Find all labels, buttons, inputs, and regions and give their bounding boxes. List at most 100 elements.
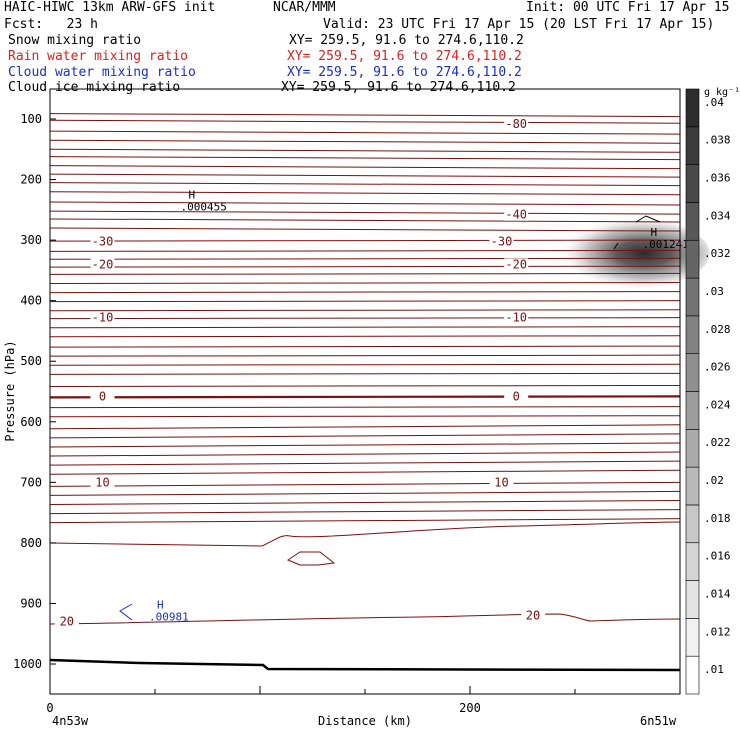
temp-contour-26 — [49, 345, 681, 348]
contour-label: 10 — [95, 475, 109, 489]
temp-contour-34 — [49, 424, 681, 430]
colorbar-swatch — [685, 655, 700, 695]
temp-contour-36 — [49, 442, 681, 448]
temp-contour-0 — [49, 113, 681, 118]
colorbar-swatch — [685, 164, 700, 203]
maximum-marker: H — [157, 599, 164, 612]
field-name-cloud-water: Cloud water mixing ratio — [8, 65, 196, 80]
contour-label: 10 — [494, 475, 508, 489]
temp-contour-41 — [49, 490, 681, 496]
contour-label: 0 — [513, 389, 520, 403]
colorbar-tick-label: .04 — [704, 96, 724, 109]
temp-contour-5 — [49, 156, 681, 161]
maximum-marker: H — [189, 189, 196, 202]
contour-label: -20 — [505, 257, 527, 271]
contour-label: -40 — [505, 208, 527, 222]
temp-contour-31 — [49, 395, 681, 399]
contour-label-bg — [54, 615, 79, 628]
temp-contour-7 — [49, 173, 681, 178]
colorbar-tick-label: .028 — [704, 323, 731, 336]
y-tick-label: 1000 — [13, 657, 42, 671]
y-tick-label: 500 — [20, 354, 42, 368]
temp-contour-920 — [49, 613, 681, 625]
temp-contour-19 — [49, 282, 681, 284]
contour-label-bg — [90, 390, 115, 403]
temp-contour-24 — [49, 326, 681, 329]
colorbar-tick-label: .02 — [704, 474, 724, 487]
y-tick-label: 600 — [20, 415, 42, 429]
colorbar-unit: g kg⁻¹ — [704, 87, 740, 98]
contour-label: -10 — [92, 311, 114, 325]
y-tick-label: 200 — [20, 173, 42, 187]
y-tick-label: 700 — [20, 475, 42, 489]
temp-contour-40 — [49, 481, 681, 487]
x-axis-label: Distance (km) — [318, 714, 412, 728]
colorbar-swatch — [685, 542, 700, 581]
temp-contour-11 — [49, 210, 681, 215]
temp-contour-6 — [49, 165, 681, 170]
valid-time: Valid: 23 UTC Fri 17 Apr 15 (20 LST Fri … — [323, 17, 715, 32]
field-name-cloud-ice: Cloud ice mixing ratio — [8, 80, 181, 95]
temp-contour-15 — [49, 249, 681, 252]
colorbar-swatch — [685, 391, 700, 430]
forecast-hour: Fcst: 23 h — [4, 17, 98, 32]
maximum-value: .001241 — [643, 238, 689, 251]
field-xy-rain: XY= 259.5, 91.6 to 274.6,110.2 — [287, 49, 522, 64]
temp-contour-18 — [49, 272, 681, 275]
temp-contour-20 — [49, 291, 681, 294]
colorbar-tick-label: .018 — [704, 512, 731, 525]
colorbar-swatch — [685, 353, 700, 392]
temp-contour-10 — [49, 201, 681, 206]
snow-contour — [635, 215, 661, 223]
ice-shading-layer — [545, 217, 710, 290]
temp-contour-4 — [49, 148, 681, 153]
contour-label-bg — [90, 311, 115, 324]
colorbar-tick-label: .036 — [704, 172, 731, 185]
temp-contour-30 — [49, 384, 681, 387]
temp-contour-2 — [49, 130, 681, 135]
temp-contour-29 — [49, 372, 681, 375]
colorbar-tick-label: .032 — [704, 247, 731, 260]
plot-frame — [49, 88, 681, 695]
colorbar-tick-label: .022 — [704, 436, 731, 449]
contour-label-bg — [489, 235, 514, 248]
colorbar-tick-label: .01 — [704, 663, 724, 676]
temp-contour-28 — [49, 363, 681, 366]
temp-contour-37 — [49, 451, 681, 457]
temp-contour-9 — [49, 191, 681, 196]
temp-contour-12 — [49, 218, 681, 223]
contour-label: -10 — [505, 311, 527, 325]
colorbar-tick-label: .03 — [704, 285, 724, 298]
temp-contour-8 — [49, 182, 681, 187]
y-tick-label: 400 — [20, 294, 42, 308]
contour-label-bg — [90, 235, 115, 248]
colorbar-swatch — [685, 429, 700, 468]
contour-label: 20 — [526, 609, 540, 623]
endpoint-left-label: 4n53w — [52, 714, 89, 728]
colorbar-tick-label: .016 — [704, 550, 731, 563]
endpoint-right-label: 6n51w — [640, 714, 677, 728]
temp-contour-17 — [49, 265, 681, 268]
init-time: Init: 00 UTC Fri 17 Apr 15 — [526, 0, 730, 15]
temp-contour-33 — [49, 415, 681, 418]
temp-contour-43 — [49, 509, 681, 515]
contour-label-bg — [504, 311, 529, 324]
x-tick-label: 200 — [459, 701, 481, 715]
colorbar-swatch — [685, 580, 700, 619]
y-tick-label: 900 — [20, 596, 42, 610]
organization: NCAR/MMM — [273, 0, 336, 15]
temp-contour-13 — [49, 227, 681, 232]
temp-contour-1 — [49, 119, 681, 124]
temp-contour-780 — [49, 521, 681, 547]
maximum-marker: H — [651, 226, 658, 239]
colorbar-swatch — [685, 239, 700, 279]
colorbar-tick-label: .034 — [704, 209, 731, 222]
colorbar: .01 .012 .014 .016 .018 .02 .022 .024 .026 .028 .0… — [685, 87, 740, 695]
contour-label-bg — [90, 258, 115, 271]
contour-label: 0 — [99, 389, 106, 403]
colorbar-swatch — [685, 618, 700, 657]
cloud-water-contour — [119, 603, 133, 621]
colorbar-tick-label: .012 — [704, 625, 731, 638]
colorbar-swatch — [685, 126, 700, 165]
